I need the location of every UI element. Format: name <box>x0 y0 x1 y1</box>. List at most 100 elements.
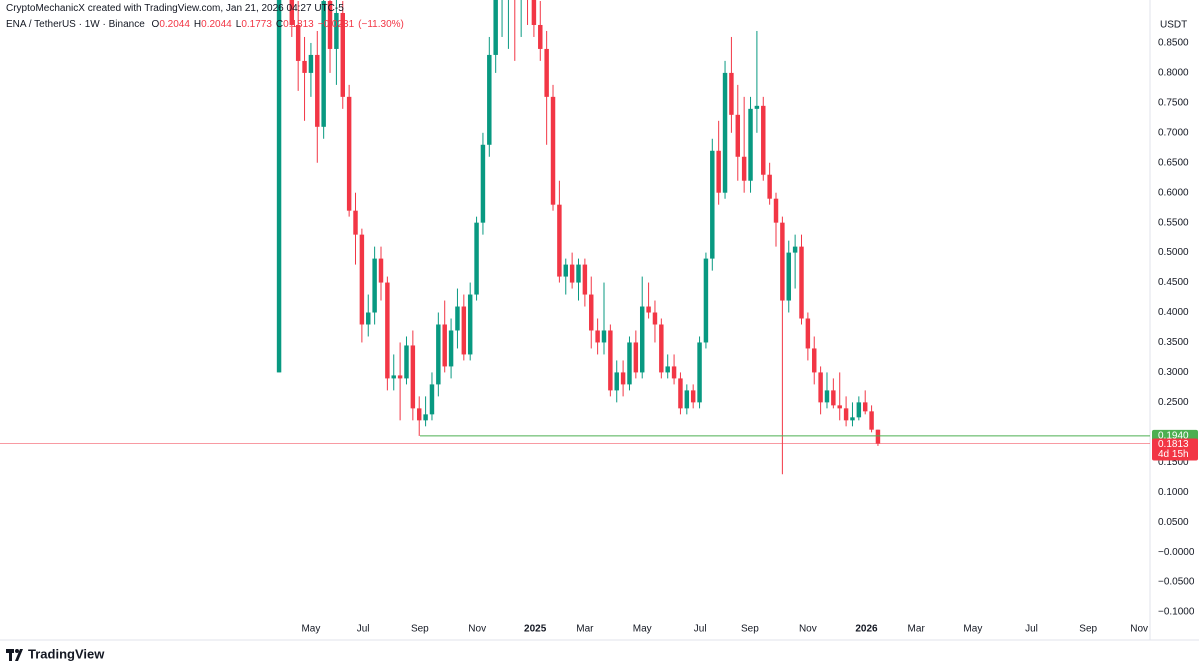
candle-body <box>327 1 333 49</box>
candle-body <box>544 48 549 97</box>
change-percent: (−11.30%) <box>358 19 404 30</box>
ohlc-value: 0.1773 <box>241 19 272 30</box>
candle-body <box>557 204 562 277</box>
y-tick-label: 0.2500 <box>1158 397 1189 408</box>
candle-body <box>289 0 295 25</box>
y-tick-label: 0.3000 <box>1158 367 1189 378</box>
candle-body <box>684 390 690 409</box>
x-tick-label: May <box>301 624 320 635</box>
x-tick-label: Sep <box>741 624 759 635</box>
x-tick-label: Nov <box>1130 624 1148 635</box>
candle-body <box>659 324 664 373</box>
candle-body <box>276 0 282 373</box>
candle-body <box>646 306 651 313</box>
candle-body <box>831 390 836 406</box>
y-tick-label: 0.8500 <box>1158 38 1189 49</box>
y-tick-label: −0.1000 <box>1158 607 1195 618</box>
attribution: CryptoMechanicX created with TradingView… <box>6 3 344 14</box>
x-tick-label: 2026 <box>855 624 878 635</box>
candle-body <box>812 348 817 373</box>
x-tick-label: Nov <box>799 624 817 635</box>
candle-body <box>416 408 422 421</box>
candle-body <box>633 342 639 373</box>
candle-body <box>761 105 766 175</box>
candle-body <box>366 312 371 325</box>
candle-body <box>671 366 677 379</box>
candle-body <box>773 198 779 223</box>
ohlc-key: O <box>151 19 160 30</box>
ohlc-item: C0.1813 <box>276 19 314 30</box>
x-tick-label: Nov <box>468 624 486 635</box>
y-tick-label: 0.0500 <box>1158 517 1189 528</box>
candle-body <box>563 264 568 277</box>
candle-body <box>767 174 772 199</box>
candle-body <box>461 306 467 355</box>
candle-body <box>792 246 798 253</box>
x-tick-label: May <box>963 624 982 635</box>
last-price-label: 0.1813 <box>1158 439 1189 450</box>
horizontal-line-label: 0.1940 <box>1158 431 1189 442</box>
candle-body <box>378 258 384 283</box>
y-tick-label: 0.6500 <box>1158 157 1189 168</box>
ohlc-value: 0.1813 <box>283 19 314 30</box>
candle-body <box>595 330 600 343</box>
symbol: ENA / TetherUS · 1W · Binance <box>6 19 145 30</box>
candle-body <box>856 402 862 418</box>
candle-body <box>340 12 345 97</box>
candle-body <box>346 96 352 211</box>
candle-body <box>397 375 403 379</box>
candle-body <box>697 342 702 403</box>
ohlc-item: L0.1773 <box>236 19 272 30</box>
candle-body <box>805 318 811 349</box>
x-tick-label: Sep <box>411 624 429 635</box>
candle-body <box>550 96 556 205</box>
ohlc-key: C <box>275 19 284 30</box>
candle-body <box>436 324 441 385</box>
candle-body <box>843 408 849 421</box>
candle-body <box>410 345 416 409</box>
candle-body <box>372 258 377 313</box>
candle-body <box>359 234 365 325</box>
candle-body <box>639 306 645 373</box>
candle-body <box>614 372 619 391</box>
candle-body <box>334 12 339 49</box>
x-tick-label: Jul <box>357 624 370 635</box>
ohlc-item: H0.2044 <box>194 19 232 30</box>
candle-body <box>716 150 721 193</box>
candle-body <box>620 372 626 385</box>
y-tick-label: 0.7500 <box>1158 97 1189 108</box>
x-tick-label: 2025 <box>524 624 547 635</box>
candle-body <box>678 378 683 409</box>
candle-body <box>608 330 613 391</box>
candle-body <box>321 1 326 127</box>
brand-name: TradingView <box>28 646 105 661</box>
candle-body <box>652 312 658 325</box>
candle-body <box>295 24 301 61</box>
last-price-tag <box>1152 438 1198 461</box>
candle-body <box>531 0 537 25</box>
candle-body <box>353 210 358 235</box>
ohlc-key: L <box>235 19 242 30</box>
ohlc-item: O0.2044 <box>152 19 190 30</box>
y-tick-label: 0.7000 <box>1158 127 1189 138</box>
currency-label: USDT <box>1160 20 1187 31</box>
candle-body <box>302 60 307 73</box>
candle-body <box>837 405 842 409</box>
candle-body <box>735 114 741 157</box>
candle-body <box>391 375 396 379</box>
candle-body <box>442 324 447 367</box>
candle-body <box>710 150 715 259</box>
candle-body <box>703 258 709 343</box>
candle-body <box>404 345 409 379</box>
y-tick-label: 0.1500 <box>1158 457 1189 468</box>
candle-body <box>455 306 460 331</box>
x-tick-label: Jul <box>1025 624 1038 635</box>
candle-body <box>582 264 588 295</box>
candle-body <box>862 402 868 412</box>
y-tick-label: 0.5000 <box>1158 247 1189 258</box>
candle-body <box>448 330 454 367</box>
candle-body <box>780 222 785 301</box>
y-tick-label: 0.1000 <box>1158 487 1189 498</box>
